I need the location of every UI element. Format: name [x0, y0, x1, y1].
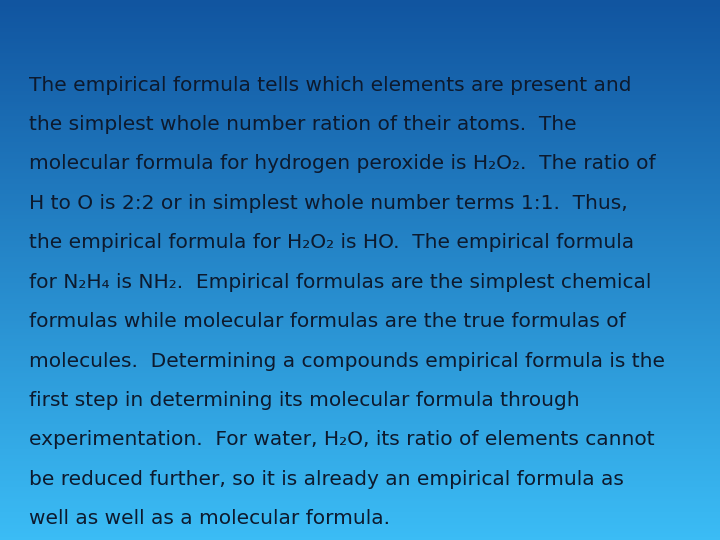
Text: well as well as a molecular formula.: well as well as a molecular formula. — [29, 509, 390, 528]
Text: the simplest whole number ration of their atoms.  The: the simplest whole number ration of thei… — [29, 115, 577, 134]
Text: H to O is 2:2 or in simplest whole number terms 1:1.  Thus,: H to O is 2:2 or in simplest whole numbe… — [29, 194, 628, 213]
Text: The empirical formula tells which elements are present and: The empirical formula tells which elemen… — [29, 76, 631, 94]
Text: be reduced further, so it is already an empirical formula as: be reduced further, so it is already an … — [29, 470, 624, 489]
Text: molecules.  Determining a compounds empirical formula is the: molecules. Determining a compounds empir… — [29, 352, 665, 370]
Text: molecular formula for hydrogen peroxide is H₂O₂.  The ratio of: molecular formula for hydrogen peroxide … — [29, 154, 655, 173]
Text: formulas while molecular formulas are the true formulas of: formulas while molecular formulas are th… — [29, 312, 626, 331]
Text: first step in determining its molecular formula through: first step in determining its molecular … — [29, 391, 580, 410]
Text: for N₂H₄ is NH₂.  Empirical formulas are the simplest chemical: for N₂H₄ is NH₂. Empirical formulas are … — [29, 273, 651, 292]
Text: the empirical formula for H₂O₂ is HO.  The empirical formula: the empirical formula for H₂O₂ is HO. Th… — [29, 233, 634, 252]
Text: experimentation.  For water, H₂O, its ratio of elements cannot: experimentation. For water, H₂O, its rat… — [29, 430, 654, 449]
